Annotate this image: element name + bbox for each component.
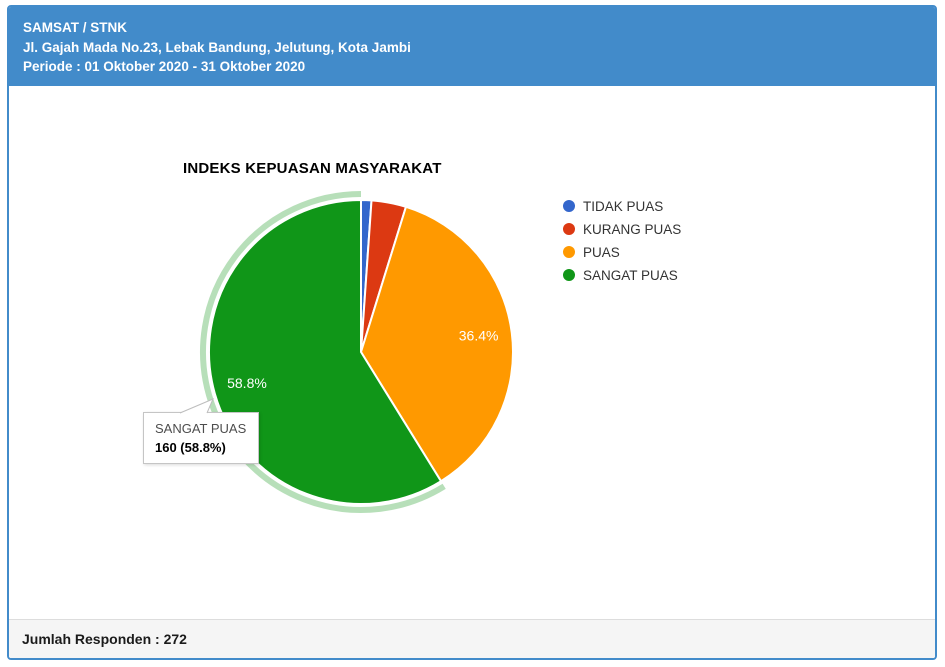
slice-percent-label: 36.4% bbox=[459, 328, 499, 344]
legend-swatch-icon bbox=[563, 223, 575, 235]
panel-header: SAMSAT / STNK Jl. Gajah Mada No.23, Leba… bbox=[9, 7, 935, 86]
legend-swatch-icon bbox=[563, 246, 575, 258]
panel-footer: Jumlah Responden : 272 bbox=[9, 619, 935, 658]
tooltip-value: 160 (58.8%) bbox=[155, 440, 226, 455]
legend-item-puas[interactable]: PUAS bbox=[563, 244, 681, 260]
slice-percent-label: 58.8% bbox=[227, 375, 267, 391]
periode-text: Periode : 01 Oktober 2020 - 31 Oktober 2… bbox=[23, 59, 306, 74]
legend-swatch-icon bbox=[563, 269, 575, 281]
slice-tooltip: SANGAT PUAS 160 (58.8%) bbox=[143, 412, 260, 464]
legend-item-label: KURANG PUAS bbox=[583, 221, 682, 237]
panel-card: SAMSAT / STNK Jl. Gajah Mada No.23, Leba… bbox=[7, 5, 937, 660]
chart-legend: TIDAK PUAS KURANG PUAS PUAS SANGAT PUAS bbox=[563, 199, 681, 291]
tooltip-pointer-icon bbox=[179, 398, 214, 414]
legend-item-label: TIDAK PUAS bbox=[583, 198, 664, 214]
legend-swatch-icon bbox=[563, 200, 575, 212]
office-address: Jl. Gajah Mada No.23, Lebak Bandung, Jel… bbox=[23, 39, 411, 55]
legend-item-tidak-puas[interactable]: TIDAK PUAS bbox=[563, 198, 681, 214]
pie-chart: 36.4% 58.8% bbox=[200, 191, 514, 513]
selection-ring bbox=[200, 191, 446, 513]
office-name: SAMSAT / STNK bbox=[23, 20, 127, 35]
tooltip-category: SANGAT PUAS bbox=[155, 421, 247, 436]
legend-item-kurang-puas[interactable]: KURANG PUAS bbox=[563, 221, 682, 237]
legend-item-label: SANGAT PUAS bbox=[583, 267, 678, 283]
legend-item-sangat-puas[interactable]: SANGAT PUAS bbox=[563, 267, 681, 283]
respondent-count: Jumlah Responden : 272 bbox=[22, 631, 187, 647]
legend-item-label: PUAS bbox=[583, 244, 620, 260]
chart-area: INDEKS KEPUASAN MASYARAKAT 36.4% 58.8% TI… bbox=[9, 86, 935, 619]
chart-title: INDEKS KEPUASAN MASYARAKAT bbox=[183, 160, 442, 177]
pie-slice-sangat-puas[interactable] bbox=[208, 198, 443, 505]
